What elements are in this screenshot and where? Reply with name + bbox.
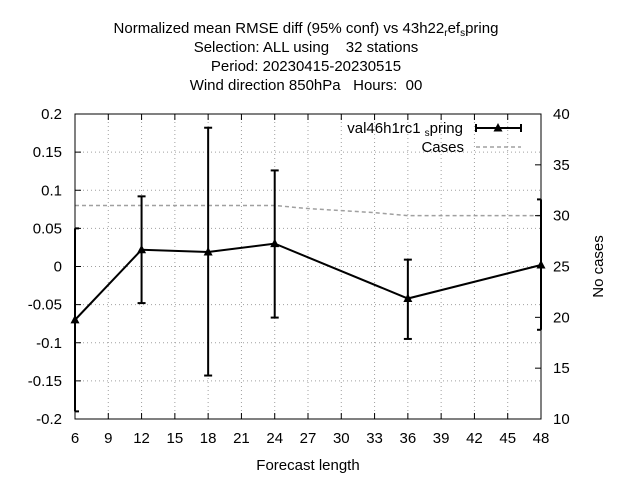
x-tick-label: 6 <box>71 430 79 447</box>
title-line-1-tail: pring <box>465 20 498 37</box>
x-tick-label: 18 <box>200 430 217 447</box>
right-y-axis-label: No cases <box>590 235 607 298</box>
y2-tick-label: 35 <box>553 157 570 174</box>
y2-tick-label: 10 <box>553 411 570 428</box>
legend-swatch-marker <box>493 123 503 132</box>
legend-label-cases: Cases <box>421 139 464 156</box>
legend-label-val46h1rc1: val46h1rc1 spring <box>347 120 463 139</box>
val46h1rc1-point <box>403 293 413 303</box>
y-tick-label: 0.05 <box>33 220 62 237</box>
y-tick-label: -0.05 <box>28 297 62 314</box>
tick-labels: 6 9 12 15 18 21 24 27 30 33 36 39 42 45 48 0.2 0.15 0.1 0.… <box>28 106 570 447</box>
title-line-4: Wind direction 850hPa Hours: 00 <box>190 77 423 94</box>
y2-tick-label: 15 <box>553 360 570 377</box>
x-axis-label: Forecast length <box>256 457 359 474</box>
x-tick-label: 21 <box>233 430 250 447</box>
chart-title: Normalized mean RMSE diff (95% conf) vs … <box>114 20 499 94</box>
title-line-1-sub-s: s <box>460 28 465 39</box>
val46h1rc1-series-line <box>74 242 542 321</box>
val46h1rc1-point <box>203 247 213 256</box>
title-line-1: Normalized mean RMSE diff (95% conf) vs … <box>114 20 499 39</box>
val46h1rc1-point <box>270 238 280 248</box>
title-line-3: Period: 20230415-20230515 <box>211 58 401 75</box>
y-tick-label: 0.2 <box>41 106 62 123</box>
y2-tick-label: 30 <box>553 208 570 225</box>
y-tick-label: 0.15 <box>33 144 62 161</box>
legend-label-val46h1rc1-sub: s <box>425 128 430 139</box>
y2-tick-label: 40 <box>553 106 570 123</box>
title-line-2: Selection: ALL using 32 stations <box>194 39 419 56</box>
x-tick-label: 33 <box>366 430 383 447</box>
y-tick-label: -0.15 <box>28 373 62 390</box>
x-tick-label: 27 <box>300 430 317 447</box>
x-tick-label: 48 <box>533 430 550 447</box>
y-tick-label: 0 <box>54 259 62 276</box>
x-tick-label: 30 <box>333 430 350 447</box>
legend: val46h1rc1 spring Cases <box>347 120 522 156</box>
x-tick-label: 36 <box>400 430 417 447</box>
x-tick-label: 42 <box>466 430 483 447</box>
tick-marks <box>74 113 542 420</box>
title-line-1-sub-r: r <box>444 28 448 39</box>
cases-series-line <box>75 204 541 217</box>
x-tick-label: 24 <box>266 430 283 447</box>
title-line-1-main: Normalized mean RMSE diff (95% conf) vs … <box>114 20 445 37</box>
title-line-1-mid: ef <box>448 20 461 37</box>
y-tick-label: -0.2 <box>36 411 62 428</box>
x-tick-label: 12 <box>133 430 150 447</box>
legend-label-val46h1rc1-main: val46h1rc1 <box>347 120 420 137</box>
y-tick-label: -0.1 <box>36 335 62 352</box>
legend-label-val46h1rc1-tail: pring <box>430 120 463 137</box>
x-tick-label: 15 <box>167 430 184 447</box>
val46h1rc1-point <box>137 244 147 254</box>
x-tick-label: 45 <box>499 430 516 447</box>
grid-lines <box>75 114 541 419</box>
x-tick-label: 9 <box>104 430 112 447</box>
x-tick-label: 39 <box>433 430 450 447</box>
y2-tick-label: 20 <box>553 309 570 326</box>
y2-tick-label: 25 <box>553 259 570 276</box>
y-tick-label: 0.1 <box>41 182 62 199</box>
